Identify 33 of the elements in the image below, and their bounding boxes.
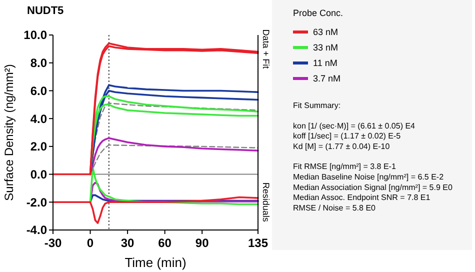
y-tick-label: 2.0 bbox=[30, 140, 48, 154]
text: Kd [M] = (1.77 ± 0.04) E-10 bbox=[293, 142, 390, 151]
text: Median Assoc. Endpoint SNR = 7.8 E1 bbox=[293, 193, 431, 202]
text: Data + Fit bbox=[261, 29, 271, 70]
legend-title: Probe Conc. bbox=[293, 8, 344, 18]
x-tick-label: 135 bbox=[248, 236, 268, 250]
text: Median Association Signal [ng/mm²] = 5.9 E0 bbox=[293, 182, 453, 192]
text: Residuals bbox=[261, 182, 271, 222]
x-tick-label: 90 bbox=[195, 236, 210, 250]
legend-label: 63 nM bbox=[313, 27, 338, 38]
x-tick-label: 60 bbox=[158, 236, 172, 250]
y-tick-label: 6.0 bbox=[30, 84, 48, 98]
legend-label: 33 nM bbox=[313, 42, 338, 53]
y-tick-label: 4.0 bbox=[30, 112, 48, 126]
y-tick-label: -2.0 bbox=[26, 195, 48, 210]
text: koff [1/sec] = (1.17 ± 0.02) E-5 bbox=[293, 132, 402, 141]
legend-label: 3.7 nM bbox=[313, 74, 341, 84]
chart-title: NUDT5 bbox=[27, 5, 64, 17]
x-axis-title: Time (min) bbox=[124, 255, 186, 270]
y-axis-title: Surface Density (ng/mm²) bbox=[2, 64, 16, 201]
text: kon [1/ (sec·M)] = (6.61 ± 0.05) E4 bbox=[293, 121, 416, 130]
x-tick-label: 30 bbox=[120, 236, 135, 250]
text: RMSE / Noise = 5.8 E0 bbox=[293, 203, 376, 212]
text: Fit RMSE [ng/mm²] = 3.8 E-1 bbox=[293, 162, 396, 172]
x-tick-label: 0 bbox=[86, 236, 94, 250]
y-tick-label: 0.0 bbox=[30, 167, 48, 182]
legend-label: 11 nM bbox=[313, 58, 338, 68]
text: Fit Summary: bbox=[293, 101, 341, 110]
y-tick-label: 8.0 bbox=[30, 56, 48, 70]
text: Median Baseline Noise [ng/mm²] = 6.5 E-2 bbox=[293, 172, 444, 182]
y-tick-label: 10.0 bbox=[24, 28, 48, 42]
x-tick-label: -30 bbox=[44, 236, 62, 250]
y-tick-label: -4.0 bbox=[26, 223, 48, 238]
